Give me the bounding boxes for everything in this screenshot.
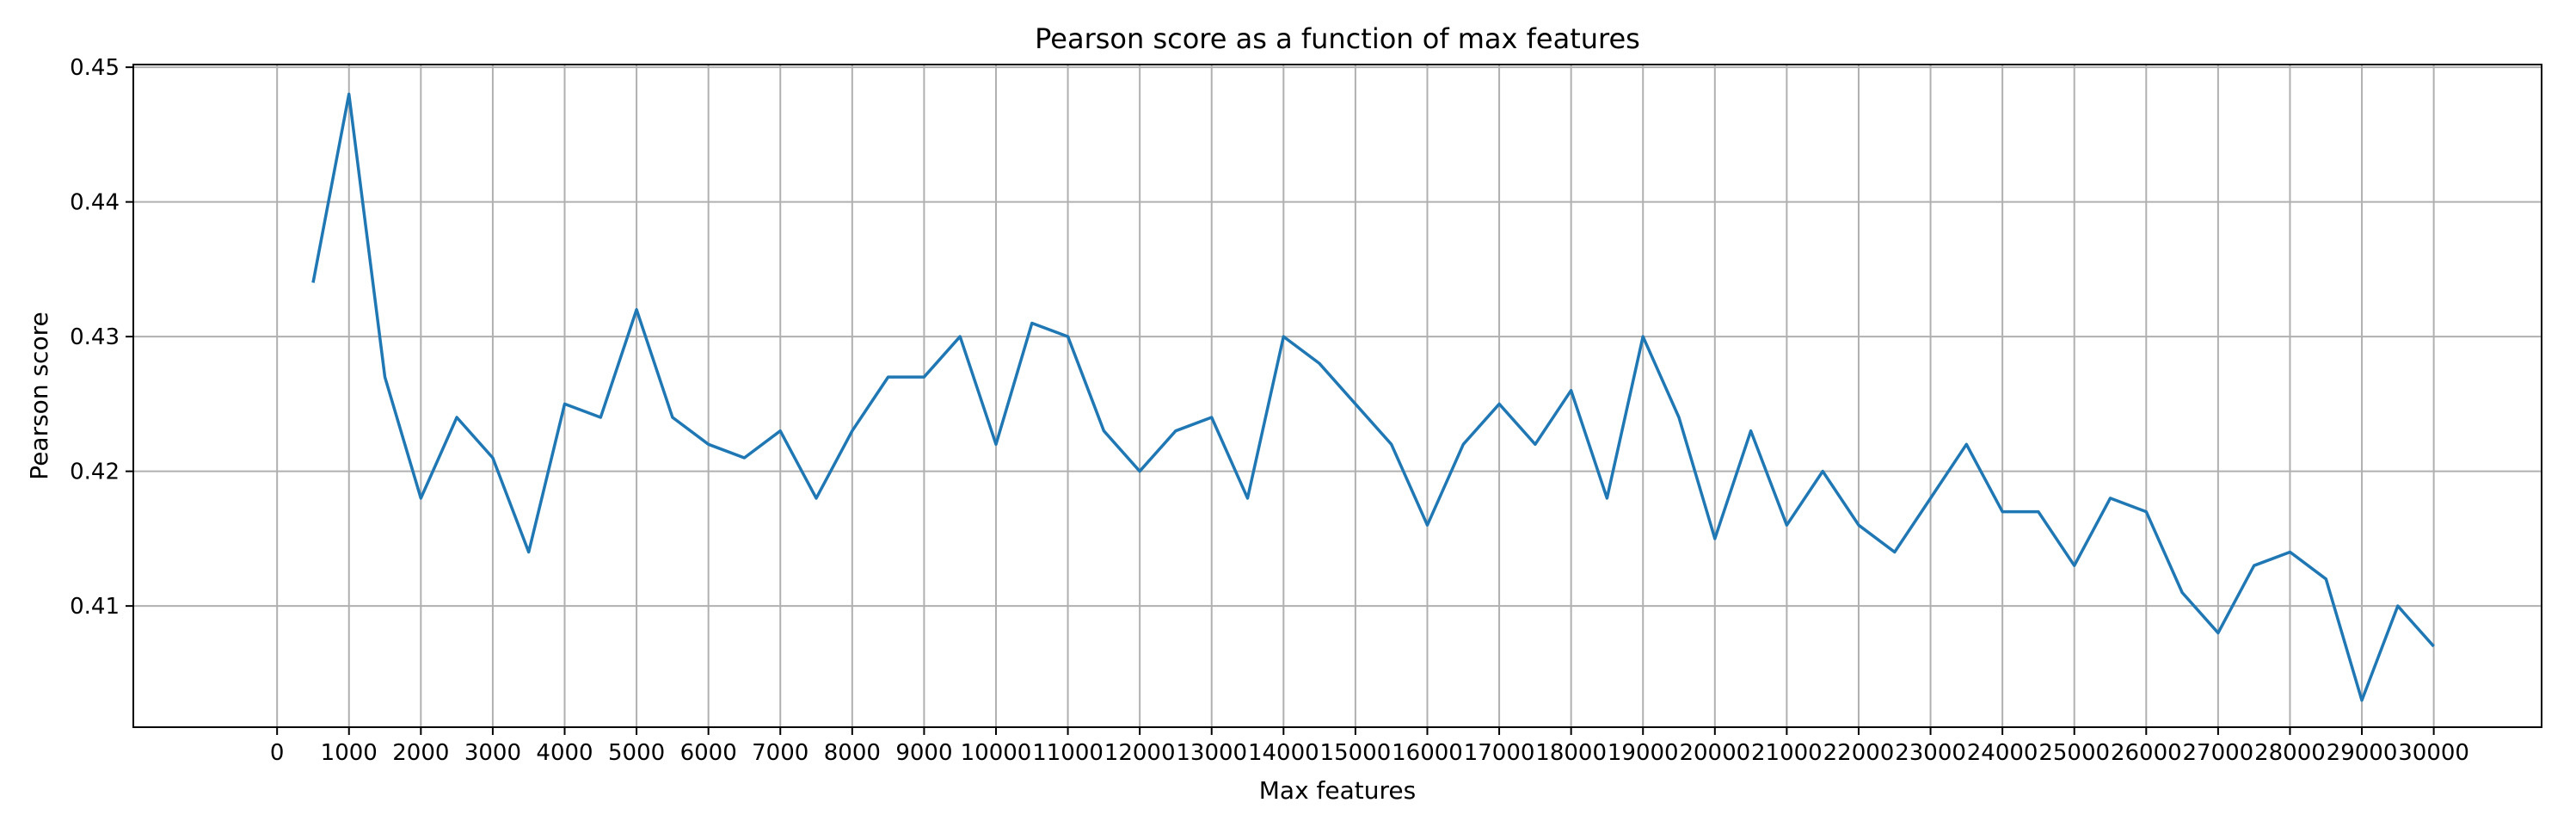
x-tick-label: 10000 [961,740,1032,766]
x-tick-label: 20000 [1679,740,1750,766]
x-tick-label: 29000 [2327,740,2398,766]
x-tick-label: 11000 [1032,740,1104,766]
x-tick-label: 28000 [2254,740,2326,766]
x-tick-label: 26000 [2111,740,2182,766]
x-tick-label: 22000 [1823,740,1895,766]
plot-frame [132,64,2542,728]
x-tick-label: 19000 [1608,740,1679,766]
x-tick-label: 7000 [752,740,808,766]
x-tick-label: 18000 [1535,740,1607,766]
x-tick-label: 12000 [1104,740,1176,766]
series-line [311,92,2435,702]
x-tick-label: 0 [270,740,285,766]
x-tick-label: 21000 [1751,740,1823,766]
x-tick-label: 25000 [2038,740,2110,766]
y-tick-label: 0.41 [70,594,120,620]
series-layer [311,92,2435,702]
x-tick-label: 27000 [2183,740,2254,766]
x-tick-label: 5000 [608,740,665,766]
x-tick-label: 8000 [824,740,881,766]
x-tick-label: 30000 [2398,740,2469,766]
x-tick-label: 15000 [1320,740,1392,766]
x-tick-label: 2000 [392,740,449,766]
x-axis-label: Max features [1259,776,1416,805]
x-tick-label: 14000 [1248,740,1319,766]
x-tick-label: 24000 [1967,740,2038,766]
x-tick-label: 16000 [1392,740,1463,766]
x-tick-label: 17000 [1464,740,1535,766]
y-tick-label: 0.45 [70,55,120,81]
chart-title: Pearson score as a function of max featu… [1035,22,1640,55]
x-tick-label: 3000 [464,740,521,766]
y-tick-label: 0.43 [70,324,120,350]
y-tick-label: 0.42 [70,460,120,485]
x-tick-label: 6000 [680,740,737,766]
axis-ticks: 0 1000 2000 3000 4000 5000 6000 7000 8000 9000 100… [70,55,2469,766]
y-axis-label: Pearson score [25,312,53,479]
y-tick-label: 0.44 [70,190,120,216]
x-tick-label: 9000 [895,740,952,766]
x-tick-label: 1000 [321,740,378,766]
grid [133,65,2542,727]
x-tick-label: 4000 [536,740,593,766]
x-tick-label: 13000 [1176,740,1247,766]
x-tick-label: 23000 [1895,740,1966,766]
